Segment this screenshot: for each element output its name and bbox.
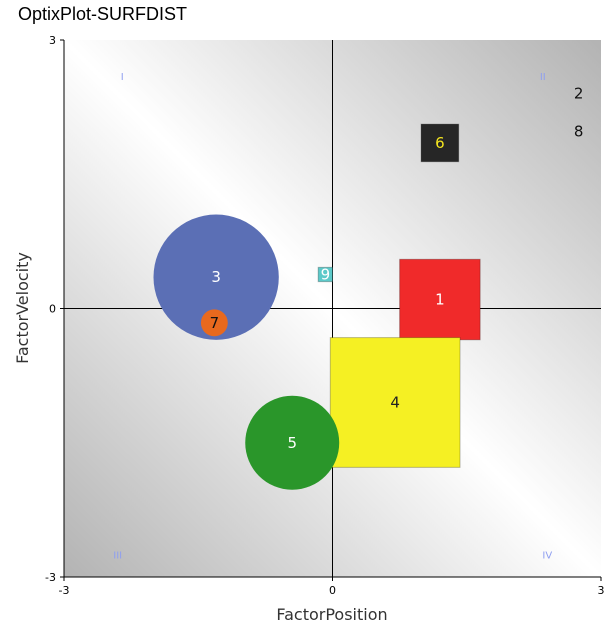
y-tick-label: 0 — [49, 303, 56, 316]
point-6-label: 6 — [435, 134, 445, 152]
x-axis-title: FactorPosition — [276, 605, 387, 624]
y-tick-label: -3 — [45, 571, 56, 584]
tick-labels: -3 0 3 3 0 -3 — [45, 34, 604, 597]
point-8-label: 8 — [574, 122, 584, 140]
point-6: 6 — [420, 123, 460, 163]
x-tick-label: -3 — [59, 584, 70, 597]
point-7: 7 — [200, 309, 228, 337]
quadrant-label-ii: II — [540, 72, 546, 83]
x-tick-label: 0 — [329, 584, 336, 597]
quadrant-label-iv: IV — [542, 551, 552, 562]
point-3: 3 — [153, 214, 279, 340]
point-1-label: 1 — [435, 291, 445, 309]
point-7-label: 7 — [210, 314, 220, 332]
quadrant-label-iii: III — [113, 551, 122, 562]
point-1: 1 — [399, 258, 481, 341]
data-marks: 1 2 3 4 5 6 7 8 9 — [153, 85, 584, 490]
y-axis-title: FactorVelocity — [13, 252, 32, 364]
point-9-label: 9 — [321, 265, 331, 283]
window-title: OptixPlot-SURFDIST — [18, 4, 188, 24]
point-7-circle — [200, 309, 228, 337]
x-tick-label: 3 — [598, 584, 605, 597]
point-5-circle — [245, 395, 340, 490]
point-9: 9 — [317, 265, 333, 283]
point-8: 8 — [574, 122, 584, 140]
point-5-label: 5 — [287, 434, 297, 452]
y-tick-label: 3 — [49, 34, 56, 47]
point-4-square — [329, 337, 461, 468]
point-3-circle — [153, 214, 279, 340]
quadrant-label-i: I — [121, 72, 124, 83]
point-3-label: 3 — [211, 268, 221, 286]
point-4-label: 4 — [390, 393, 400, 411]
point-6-square — [420, 123, 460, 163]
point-4: 4 — [329, 337, 461, 468]
point-5: 5 — [245, 395, 340, 490]
point-1-square — [399, 258, 481, 341]
point-2-label: 2 — [574, 85, 584, 103]
point-2: 2 — [574, 85, 584, 103]
point-9-square — [317, 266, 333, 283]
